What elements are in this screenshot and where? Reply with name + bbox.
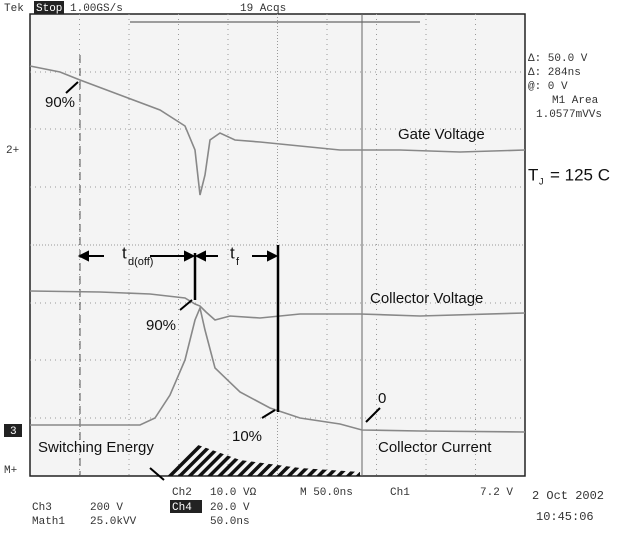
label: Gate Voltage — [398, 126, 485, 143]
label: t — [230, 243, 235, 262]
footer: M 50.0ns — [300, 487, 353, 499]
label: d(off) — [128, 256, 153, 268]
footer: 7.2 V — [480, 487, 513, 499]
footer: Math1 — [32, 516, 65, 528]
time: 10:45:06 — [536, 510, 594, 524]
ch3-marker: 3 — [10, 426, 17, 438]
readout-line: 1.0577mVVs — [536, 109, 602, 121]
label: T — [528, 165, 538, 184]
date: 2 Oct 2002 — [532, 489, 604, 503]
label: t — [122, 243, 127, 262]
footer: Ch3 — [32, 502, 52, 514]
label: = 125 C — [550, 165, 610, 184]
readout-line: Δ: 284ns — [528, 67, 581, 79]
scope-screen: Tek Stop 1.00GS/s 19 Acqs Δ: 50.0 V Δ: 28… — [0, 0, 637, 535]
footer: Ch2 — [172, 487, 192, 499]
label: 10% — [232, 428, 262, 445]
brand: Tek — [4, 3, 24, 15]
label: Collector Current — [378, 439, 492, 456]
footer: 20.0 V — [210, 502, 250, 514]
footer: 25.0kVV — [90, 516, 137, 528]
label: Collector Voltage — [370, 290, 483, 307]
label: 90% — [146, 317, 176, 334]
readout-line: Δ: 50.0 V — [528, 53, 588, 65]
sample-rate: 1.00GS/s — [70, 3, 123, 15]
footer: 200 V — [90, 502, 123, 514]
readout-line: M1 Area — [552, 95, 599, 107]
footer: 10.0 VΩ — [210, 487, 257, 499]
label: 0 — [378, 390, 386, 407]
label: 90% — [45, 94, 75, 111]
readout-line: @: 0 V — [528, 81, 568, 93]
readout: Δ: 50.0 V Δ: 284ns @: 0 V M1 Area 1.0577mVVs — [528, 53, 602, 121]
label: J — [539, 176, 544, 186]
acquisitions: 19 Acqs — [240, 3, 286, 15]
footer: Ch4 — [172, 502, 192, 514]
ch2-marker: 2+ — [6, 145, 19, 157]
math-marker: M+ — [4, 465, 17, 477]
state: Stop — [36, 3, 62, 15]
label: Switching Energy — [38, 439, 154, 456]
footer: 50.0ns — [210, 516, 250, 528]
footer: Ch1 — [390, 487, 410, 499]
